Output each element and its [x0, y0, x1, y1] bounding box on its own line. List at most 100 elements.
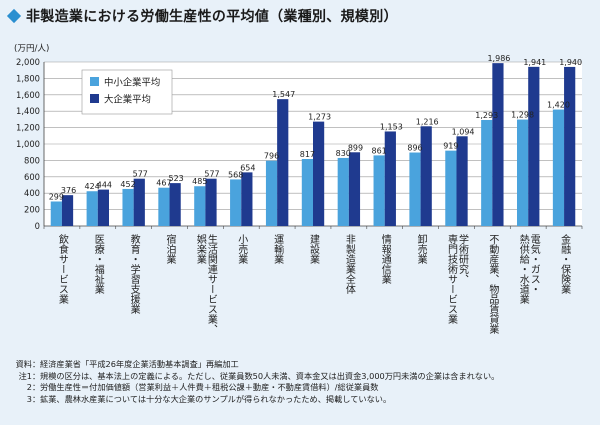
bar-sme: [373, 155, 385, 226]
bar-large: [205, 178, 217, 226]
bar-sme: [301, 159, 313, 226]
category-label: 熱供給・水道業: [517, 233, 529, 305]
data-label-large: 444: [97, 181, 112, 190]
bar-large: [420, 126, 432, 226]
bar-sme: [337, 157, 349, 226]
note-3: 3：鉱業、農林水産業については十分な大企業のサンプルが得られなかったため、掲載し…: [26, 393, 392, 404]
category-label: 小売業: [236, 234, 248, 265]
category-label: 飲食サービス業: [56, 233, 68, 305]
bar-sme: [50, 201, 62, 226]
category-label: 電気・ガス・: [528, 234, 540, 294]
title-row: 非製造業における労働生産性の平均値（業種別、規模別）: [6, 6, 398, 26]
category-label: 宿泊業: [164, 233, 176, 265]
data-label-large: 1,941: [523, 58, 546, 67]
data-label-sme: 424: [85, 182, 100, 191]
category-label: 不動産業、物品賃貸業: [487, 234, 499, 335]
bar-large: [313, 121, 325, 226]
category-label: 卸売業: [415, 233, 427, 265]
bar-sme: [122, 188, 134, 226]
y-tick-label: 1,800: [16, 73, 40, 83]
notes: 資料：経済産業省「平成26年度企業活動基本調査」再編加工 注1：規模の区分は、基…: [6, 359, 500, 405]
bar-sme: [481, 119, 493, 226]
bar-large: [492, 63, 504, 227]
y-tick-label: 1,000: [16, 139, 40, 149]
category-label: 建設業: [308, 233, 320, 265]
data-label-large: 1,547: [272, 90, 295, 99]
legend-swatch: [90, 94, 99, 103]
bar-sme: [552, 109, 565, 226]
data-label-large: 654: [240, 163, 255, 172]
data-label-sme: 830: [336, 149, 351, 158]
category-label: 娯楽業: [194, 233, 206, 265]
bar-sme: [409, 152, 421, 226]
note-1: 注1：規模の区分は、基本法上の定義による。ただし、従業員数50人未満、資本金又は…: [18, 370, 500, 381]
y-tick-label: 600: [24, 172, 40, 182]
bar-sme: [194, 186, 206, 226]
note-2: 2：労働生産性＝付加価値額（営業利益＋人件費＋租税公課＋動産・不動産賃借料）/総…: [26, 382, 379, 393]
data-label-sme: 1,420: [547, 101, 570, 110]
bar-large: [564, 66, 576, 226]
category-label: 金融・保険業: [559, 233, 571, 295]
legend-label: 中小企業平均: [104, 77, 160, 89]
y-tick-label: 1,200: [16, 123, 40, 133]
data-label-sme: 1,293: [475, 111, 498, 120]
bar-large: [384, 131, 396, 226]
data-label-large: 1,986: [487, 54, 510, 63]
data-label-sme: 299: [49, 192, 64, 201]
data-label-sme: 467: [156, 179, 171, 188]
chart-title: 非製造業における労働生産性の平均値（業種別、規模別）: [26, 9, 398, 25]
data-label-large: 577: [133, 170, 148, 179]
bar-sme: [517, 119, 529, 226]
y-tick-label: 400: [24, 188, 40, 198]
bar-large: [456, 136, 468, 226]
data-label-large: 523: [168, 174, 183, 183]
category-label: 医療・福祉業: [92, 234, 104, 295]
y-tick-label: 1,400: [16, 106, 40, 116]
data-label-large: 1,273: [308, 113, 331, 122]
category-label: 運輸業: [272, 234, 284, 265]
bar-sme: [230, 179, 242, 226]
y-tick-label: 800: [24, 155, 40, 165]
data-label-sme: 1,298: [511, 111, 534, 120]
y-tick-label: 0: [35, 221, 40, 231]
bar-large: [241, 172, 253, 226]
data-label-large: 899: [348, 143, 363, 152]
bar-large: [97, 189, 109, 226]
category-label: 専門技術サービス業: [445, 234, 457, 325]
data-label-sme: 861: [371, 146, 386, 155]
data-label-large: 1,940: [559, 58, 582, 67]
data-label-sme: 568: [228, 170, 243, 179]
category-label: 情報通信業: [379, 233, 391, 285]
note-source: 資料：経済産業省「平成26年度企業活動基本調査」再編加工: [15, 359, 239, 369]
data-label-large: 1,153: [380, 122, 403, 131]
y-tick-label: 2,000: [16, 57, 40, 67]
bar-sme: [445, 150, 457, 226]
legend-label: 大企業平均: [104, 94, 151, 106]
category-label: 教育・学習支援業: [128, 233, 140, 315]
bar-sme: [158, 187, 170, 226]
data-label-large: 1,094: [452, 127, 475, 136]
bar-large: [169, 183, 181, 226]
bar-chart: 0 200 400 600 800 1,000 1,200 1,400 1,600 1,800 2,…: [14, 43, 583, 335]
bar-large: [277, 99, 289, 226]
data-label-sme: 796: [264, 152, 279, 161]
data-label-sme: 485: [192, 177, 207, 186]
bar-sme: [86, 191, 98, 226]
legend-swatch: [90, 77, 99, 86]
y-axis-label: (万円/人): [14, 43, 49, 54]
y-tick-label: 200: [24, 205, 40, 215]
category-label: 学術研究、: [456, 233, 468, 284]
data-label-large: 1,216: [416, 117, 439, 126]
data-label-sme: 817: [300, 150, 315, 159]
bar-large: [348, 152, 361, 226]
bar-large: [61, 195, 74, 226]
data-label-sme: 452: [120, 180, 135, 189]
data-label-large: 577: [204, 170, 219, 179]
y-tick-label: 1,600: [16, 90, 40, 100]
data-label-sme: 896: [407, 144, 422, 153]
category-label: 生活関連サービス業、: [205, 233, 217, 334]
bar-sme: [265, 160, 278, 226]
bar-large: [133, 178, 145, 226]
data-label-large: 376: [61, 186, 76, 195]
bar-large: [528, 66, 540, 226]
